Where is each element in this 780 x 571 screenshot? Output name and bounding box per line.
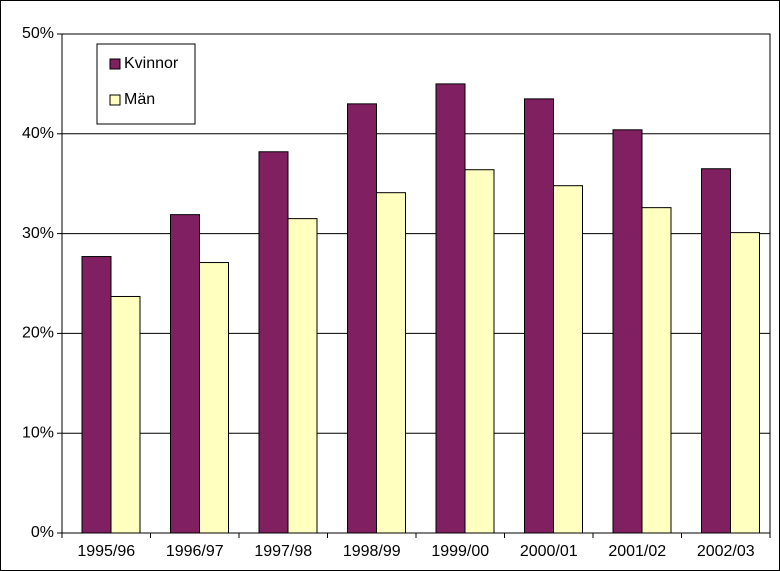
legend-label: Män [124,91,155,108]
bar [553,185,583,534]
x-tick-label: 2002/03 [697,543,755,560]
bar [701,168,731,534]
x-tick-label: 1997/98 [254,543,312,560]
x-tick-label: 1996/97 [166,543,224,560]
x-tick-label: 1995/96 [77,543,135,560]
y-tick-label: 10% [22,424,54,441]
bar [612,129,643,534]
y-tick-label: 30% [22,225,54,242]
legend-swatch [109,94,121,106]
y-tick-label: 50% [22,25,54,42]
x-tick-label: 2001/02 [608,543,666,560]
x-tick-label: 1998/99 [343,543,401,560]
bar [199,262,229,534]
bar [435,83,466,534]
legend-box [96,43,196,125]
bar [347,103,377,534]
bar [170,214,200,534]
bar [110,295,141,534]
legend-label: Kvinnor [124,55,179,72]
bar [641,207,672,534]
bar [258,151,289,534]
y-tick-label: 40% [22,125,54,142]
legend-swatch [109,58,121,70]
bar [730,232,760,534]
x-tick-label: 1999/00 [431,543,489,560]
x-tick-label: 2000/01 [520,543,578,560]
bar [464,169,495,534]
bar [81,256,112,534]
bar [524,98,554,534]
bar [376,192,406,534]
y-tick-label: 20% [22,325,54,342]
bar [287,218,318,534]
y-tick-label: 0% [31,524,54,541]
